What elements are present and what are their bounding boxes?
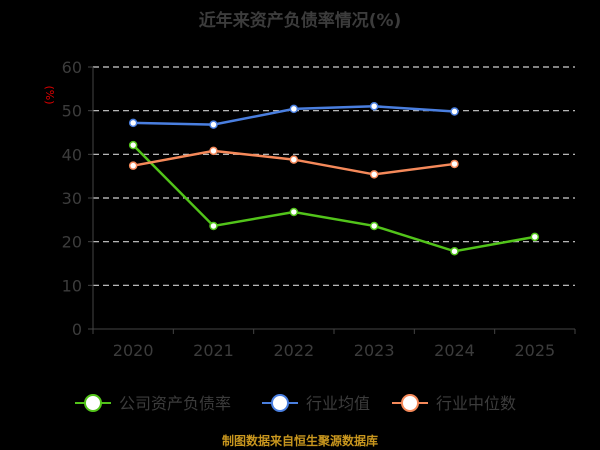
y-tick-label: 10 <box>62 276 82 295</box>
data-point <box>128 161 138 170</box>
series-line-0 <box>132 144 536 253</box>
data-point <box>369 170 379 179</box>
legend-marker <box>401 394 419 412</box>
x-tick-label: 2020 <box>113 341 154 360</box>
x-tick-label: 2024 <box>434 341 475 360</box>
data-point <box>289 207 299 217</box>
data-point <box>289 104 299 114</box>
data-point <box>450 247 459 256</box>
data-point <box>289 155 299 164</box>
data-point <box>530 232 540 242</box>
data-point <box>369 102 379 111</box>
x-tick-label: 2023 <box>354 341 395 360</box>
y-tick-label: 30 <box>62 189 82 208</box>
data-point <box>369 221 379 231</box>
data-point <box>450 159 459 169</box>
data-point <box>209 120 218 129</box>
y-tick-label: 60 <box>62 58 82 77</box>
data-point <box>209 221 218 231</box>
legend-label: 行业中位数 <box>436 394 516 413</box>
y-tick-label: 40 <box>62 145 82 164</box>
chart-title: 近年来资产负债率情况(%) <box>199 10 402 31</box>
y-tick-label: 50 <box>62 102 82 121</box>
data-point <box>209 146 218 156</box>
y-tick-label: 20 <box>62 233 82 252</box>
x-tick-label: 2022 <box>273 341 314 360</box>
legend-marker <box>271 394 289 412</box>
data-point <box>450 107 459 116</box>
data-point <box>128 140 138 150</box>
x-tick-label: 2025 <box>514 341 555 360</box>
y-tick-label: 0 <box>72 320 82 339</box>
data-point <box>128 118 138 128</box>
x-tick-label: 2021 <box>193 341 234 360</box>
legend-marker <box>84 394 102 412</box>
legend-label: 行业均值 <box>306 394 370 413</box>
y-axis-label: (%) <box>43 85 56 104</box>
source-note: 制图数据来自恒生聚源数据库 <box>222 433 378 448</box>
legend-label: 公司资产负债率 <box>119 394 231 413</box>
